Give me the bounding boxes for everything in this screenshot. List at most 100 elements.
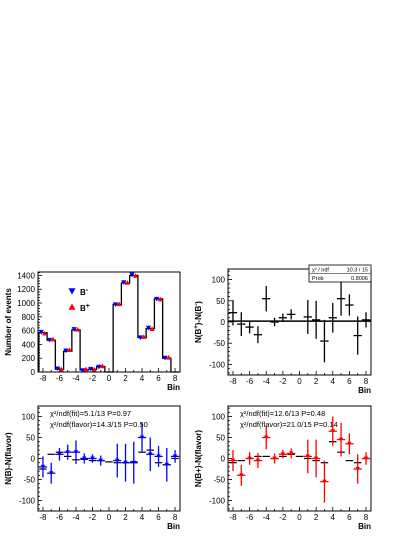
y-tick-label: 800 bbox=[22, 313, 36, 322]
x-tick-label: 6 bbox=[347, 513, 352, 522]
b-minus-marker bbox=[38, 329, 44, 335]
x-tick-label: -2 bbox=[279, 513, 287, 522]
b-minus-marker bbox=[121, 280, 127, 285]
data-marker bbox=[322, 479, 327, 484]
legend-label-text: B bbox=[80, 288, 86, 297]
data-marker bbox=[57, 452, 62, 457]
y-axis-label-part: N(B bbox=[194, 329, 203, 343]
y-tick-label: 1000 bbox=[17, 299, 35, 308]
data-marker bbox=[363, 456, 369, 461]
x-axis-label: Bin bbox=[167, 383, 180, 392]
data-marker bbox=[172, 454, 178, 459]
b-plus-marker bbox=[132, 273, 139, 278]
x-tick-label: -8 bbox=[229, 513, 237, 522]
y-tick-label: 600 bbox=[22, 327, 36, 336]
legend-label-text: B bbox=[80, 304, 86, 313]
y-axis-label: N(B)-N(flavor) bbox=[4, 432, 13, 485]
data-marker bbox=[239, 473, 244, 478]
y-tick-label: 0 bbox=[221, 455, 226, 464]
y-axis-label-part: )-N(B bbox=[194, 305, 203, 325]
legend-label: B- bbox=[80, 287, 89, 298]
x-tick-label: -8 bbox=[39, 374, 47, 383]
y-tick-label: 200 bbox=[22, 354, 36, 363]
histogram-line bbox=[38, 274, 180, 373]
data-marker bbox=[264, 435, 269, 440]
y-axis-label: Number of events bbox=[4, 288, 13, 356]
plot-frame bbox=[37, 271, 181, 373]
b-plus-marker bbox=[91, 366, 97, 372]
x-tick-label: -8 bbox=[39, 513, 47, 522]
b-minus-marker bbox=[55, 366, 61, 372]
b-plus-marker bbox=[83, 366, 89, 372]
b-plus-marker bbox=[157, 296, 163, 302]
x-tick-label: 2 bbox=[123, 513, 128, 522]
panel-p3: -8 -6 -4 -2 0 2 4 6 8 -100 -50 0 50 100 Bin N(B)-N(flav… bbox=[4, 405, 181, 531]
x-tick-label: 4 bbox=[331, 377, 336, 386]
data-marker bbox=[164, 462, 169, 467]
x-tick-label: -2 bbox=[279, 377, 287, 386]
x-tick-label: 8 bbox=[173, 513, 178, 522]
b-plus-marker bbox=[42, 330, 48, 336]
x-axis-label: Bin bbox=[167, 522, 180, 531]
y-tick-label: -100 bbox=[209, 497, 226, 506]
data-marker bbox=[355, 467, 360, 471]
data-marker bbox=[65, 450, 70, 455]
data-marker bbox=[123, 460, 128, 465]
y-tick-label: 1400 bbox=[17, 271, 35, 280]
b-minus-marker bbox=[145, 325, 152, 331]
legend-label-sup: + bbox=[86, 303, 90, 310]
data-marker bbox=[255, 458, 261, 463]
x-tick-label: 0 bbox=[297, 513, 302, 522]
y-tick-label: 1200 bbox=[17, 285, 35, 294]
annotation-flavor-chi2: χ²/ndf(flavor)=14.3/15 P=0.50 bbox=[50, 420, 148, 429]
x-tick-label: -6 bbox=[246, 377, 254, 386]
x-axis-label: Bin bbox=[358, 386, 371, 395]
x-tick-label: -6 bbox=[56, 374, 64, 383]
x-tick-label: 8 bbox=[364, 377, 369, 386]
x-tick-label: -4 bbox=[72, 513, 80, 522]
annotation-fit-chi2: χ²/ndf(fit)=5.1/13 P=0.97 bbox=[50, 409, 131, 418]
b-plus-marker bbox=[68, 303, 76, 310]
b-minus-marker bbox=[137, 335, 143, 341]
data-marker bbox=[131, 460, 136, 465]
data-marker bbox=[139, 435, 145, 440]
y-axis-label: N(B+)-N(flavor) bbox=[194, 430, 203, 487]
b-minus-marker bbox=[162, 355, 168, 361]
y-tick-label: 100 bbox=[22, 413, 36, 422]
y-axis-label-part: ) bbox=[194, 301, 203, 304]
data-marker bbox=[49, 471, 54, 476]
y-tick-label: -50 bbox=[213, 339, 225, 348]
data-marker bbox=[247, 456, 252, 461]
y-tick-label: 50 bbox=[216, 297, 225, 306]
data-marker bbox=[90, 456, 95, 461]
b-plus-marker bbox=[50, 336, 56, 342]
y-tick-label: 100 bbox=[212, 413, 226, 422]
legend-label: B+ bbox=[80, 303, 90, 314]
y-tick-label: -50 bbox=[23, 476, 35, 485]
data-marker bbox=[98, 458, 103, 463]
x-tick-label: 4 bbox=[140, 513, 145, 522]
y-tick-label: 0 bbox=[31, 455, 36, 464]
x-tick-label: 6 bbox=[347, 377, 352, 386]
y-tick-label: 100 bbox=[212, 276, 226, 285]
y-tick-label: 400 bbox=[22, 340, 36, 349]
x-tick-label: -2 bbox=[89, 374, 97, 383]
y-tick-label: 50 bbox=[216, 434, 225, 443]
x-tick-label: 8 bbox=[173, 374, 178, 383]
b-minus-marker bbox=[63, 348, 69, 354]
x-tick-label: 2 bbox=[314, 377, 319, 386]
y-tick-label: -100 bbox=[209, 360, 226, 369]
b-plus-marker bbox=[165, 354, 172, 360]
y-tick-label: 0 bbox=[221, 318, 226, 327]
y-axis-label-part: + bbox=[194, 325, 200, 329]
b-plus-marker bbox=[116, 301, 122, 307]
b-plus-marker bbox=[66, 347, 73, 353]
data-marker bbox=[280, 452, 286, 457]
x-tick-label: 8 bbox=[364, 513, 369, 522]
y-tick-label: -50 bbox=[213, 476, 225, 485]
data-marker bbox=[156, 454, 161, 459]
panel-p2: -8 -6 -4 -2 0 2 4 6 8 -100 -50 0 50 100 Bin N(B+)-N(B-)… bbox=[194, 264, 372, 395]
b-minus-marker bbox=[154, 296, 160, 302]
x-tick-label: -4 bbox=[72, 374, 80, 383]
